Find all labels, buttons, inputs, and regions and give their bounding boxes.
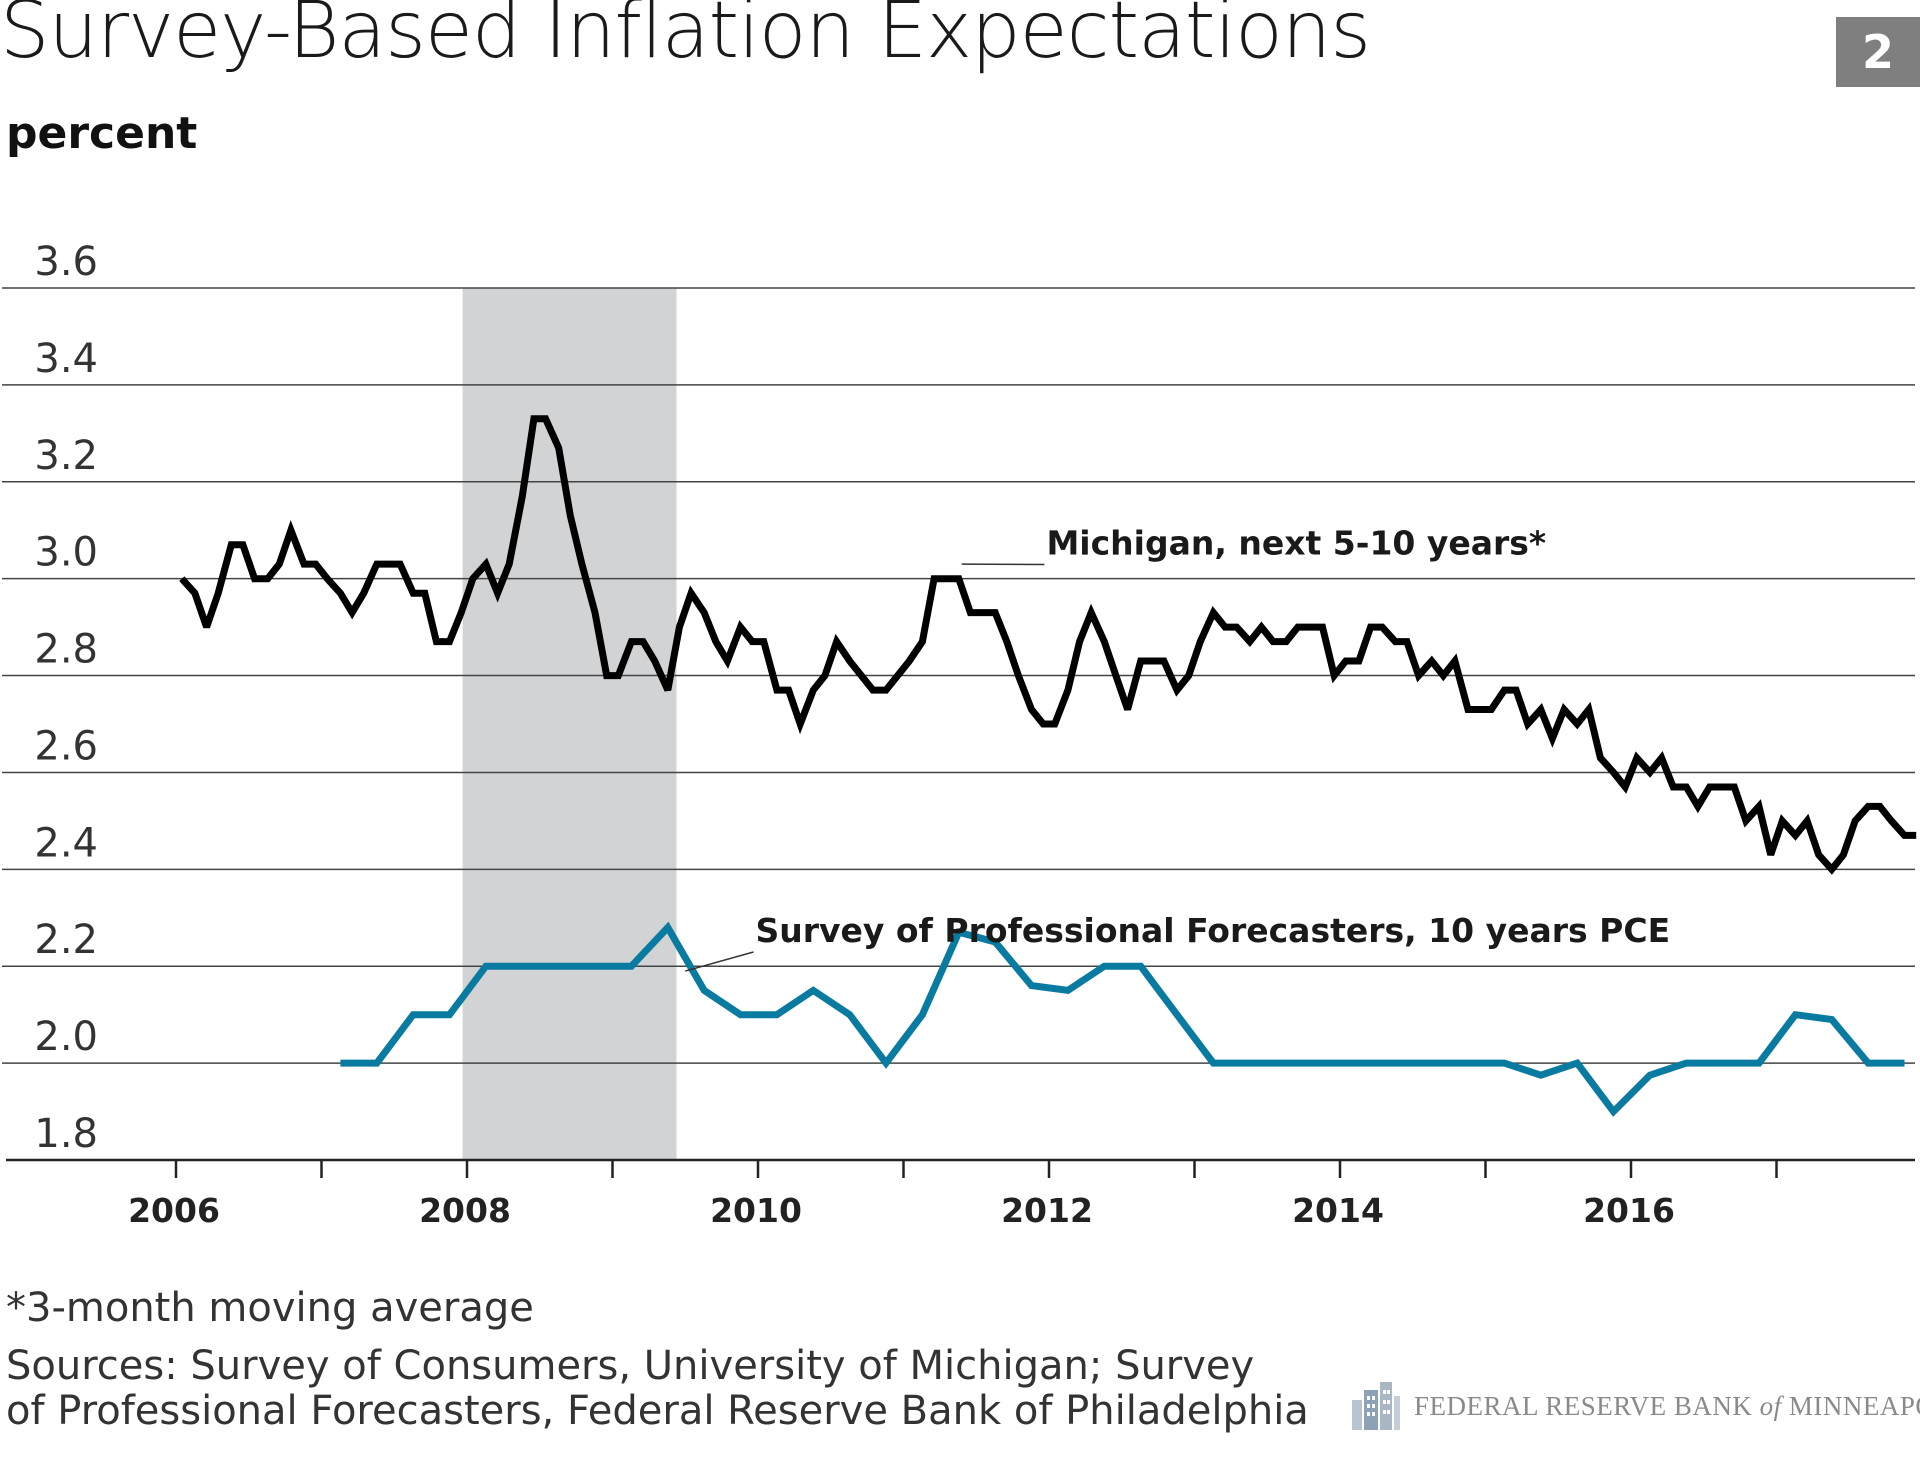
x-tick-label: 2006 xyxy=(128,1191,220,1230)
spf-series-line xyxy=(340,921,1905,1117)
spf-series-label: Survey of Professional Forecasters, 10 y… xyxy=(755,911,1670,950)
x-tick-label: 2012 xyxy=(1001,1191,1093,1230)
y-tick-label: 2.2 xyxy=(34,917,98,963)
sources-line-1: Sources: Survey of Consumers, University… xyxy=(6,1343,1255,1389)
sources-line-2: of Professional Forecasters, Federal Res… xyxy=(6,1388,1309,1434)
x-tick-label: 2010 xyxy=(710,1191,802,1230)
x-tick-label: 2014 xyxy=(1292,1191,1384,1230)
y-tick-label: 3.6 xyxy=(34,239,98,285)
chart-title: Survey-Based Inflation Expectations xyxy=(0,0,1371,76)
logo-text: FEDERAL RESERVE BANK of MINNEAPOLIS xyxy=(1414,1391,1920,1422)
y-tick-label: 3.4 xyxy=(34,336,98,382)
recession-shading-layer xyxy=(462,288,677,1160)
y-axis-unit-label: percent xyxy=(6,108,198,159)
recession-shade-0 xyxy=(462,288,677,1160)
y-tick-label: 2.6 xyxy=(34,723,98,769)
series-layer xyxy=(179,415,1917,1117)
y-tick-label: 3.2 xyxy=(34,433,98,479)
building-icon xyxy=(1352,1382,1400,1430)
annotation-leader-line xyxy=(685,951,754,972)
y-tick-label: 1.8 xyxy=(34,1111,98,1157)
y-tick-label: 2.4 xyxy=(34,820,98,866)
michigan-series-line xyxy=(179,415,1917,875)
figure-number-badge: 2 xyxy=(1836,17,1920,87)
logo-text-1: FEDERAL RESERVE BANK xyxy=(1414,1390,1760,1421)
y-tick-label: 2.8 xyxy=(34,627,98,673)
logo-text-of: of xyxy=(1759,1390,1782,1421)
sources-note: Sources: Survey of Consumers, University… xyxy=(6,1344,1309,1434)
logo-text-2: MINNEAPOLIS xyxy=(1788,1390,1920,1421)
gridlines-layer: 1.8 2.0 2.2 2.4 2.6 2.8 3.0 3.2 3.4 3.6 xyxy=(2,239,1915,1157)
fed-minneapolis-logo: FEDERAL RESERVE BANK of MINNEAPOLIS xyxy=(1350,1380,1920,1432)
annotations-layer: Michigan, next 5-10 years* Survey of Prof… xyxy=(685,523,1670,972)
footnote: *3-month moving average xyxy=(6,1285,534,1331)
y-tick-label: 2.0 xyxy=(34,1014,98,1060)
x-axis: 2006 2008 2010 2012 2014 2016 xyxy=(6,1158,1915,1230)
x-tick-label: 2016 xyxy=(1583,1191,1675,1230)
michigan-series-label: Michigan, next 5-10 years* xyxy=(1046,523,1546,562)
y-tick-label: 3.0 xyxy=(34,530,98,576)
x-tick-label: 2008 xyxy=(419,1191,511,1230)
